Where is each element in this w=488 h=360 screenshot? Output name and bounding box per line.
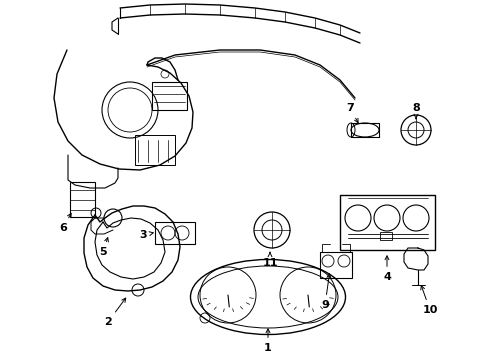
Text: 3: 3 [139,230,153,240]
Text: 10: 10 [420,285,437,315]
Text: 9: 9 [321,274,330,310]
Text: 6: 6 [59,213,71,233]
Text: 1: 1 [264,329,271,353]
Text: 4: 4 [382,256,390,282]
Text: 2: 2 [104,298,125,327]
Text: 5: 5 [99,238,108,257]
Text: 11: 11 [262,252,277,268]
Text: 7: 7 [346,103,357,123]
Text: 8: 8 [411,103,419,119]
